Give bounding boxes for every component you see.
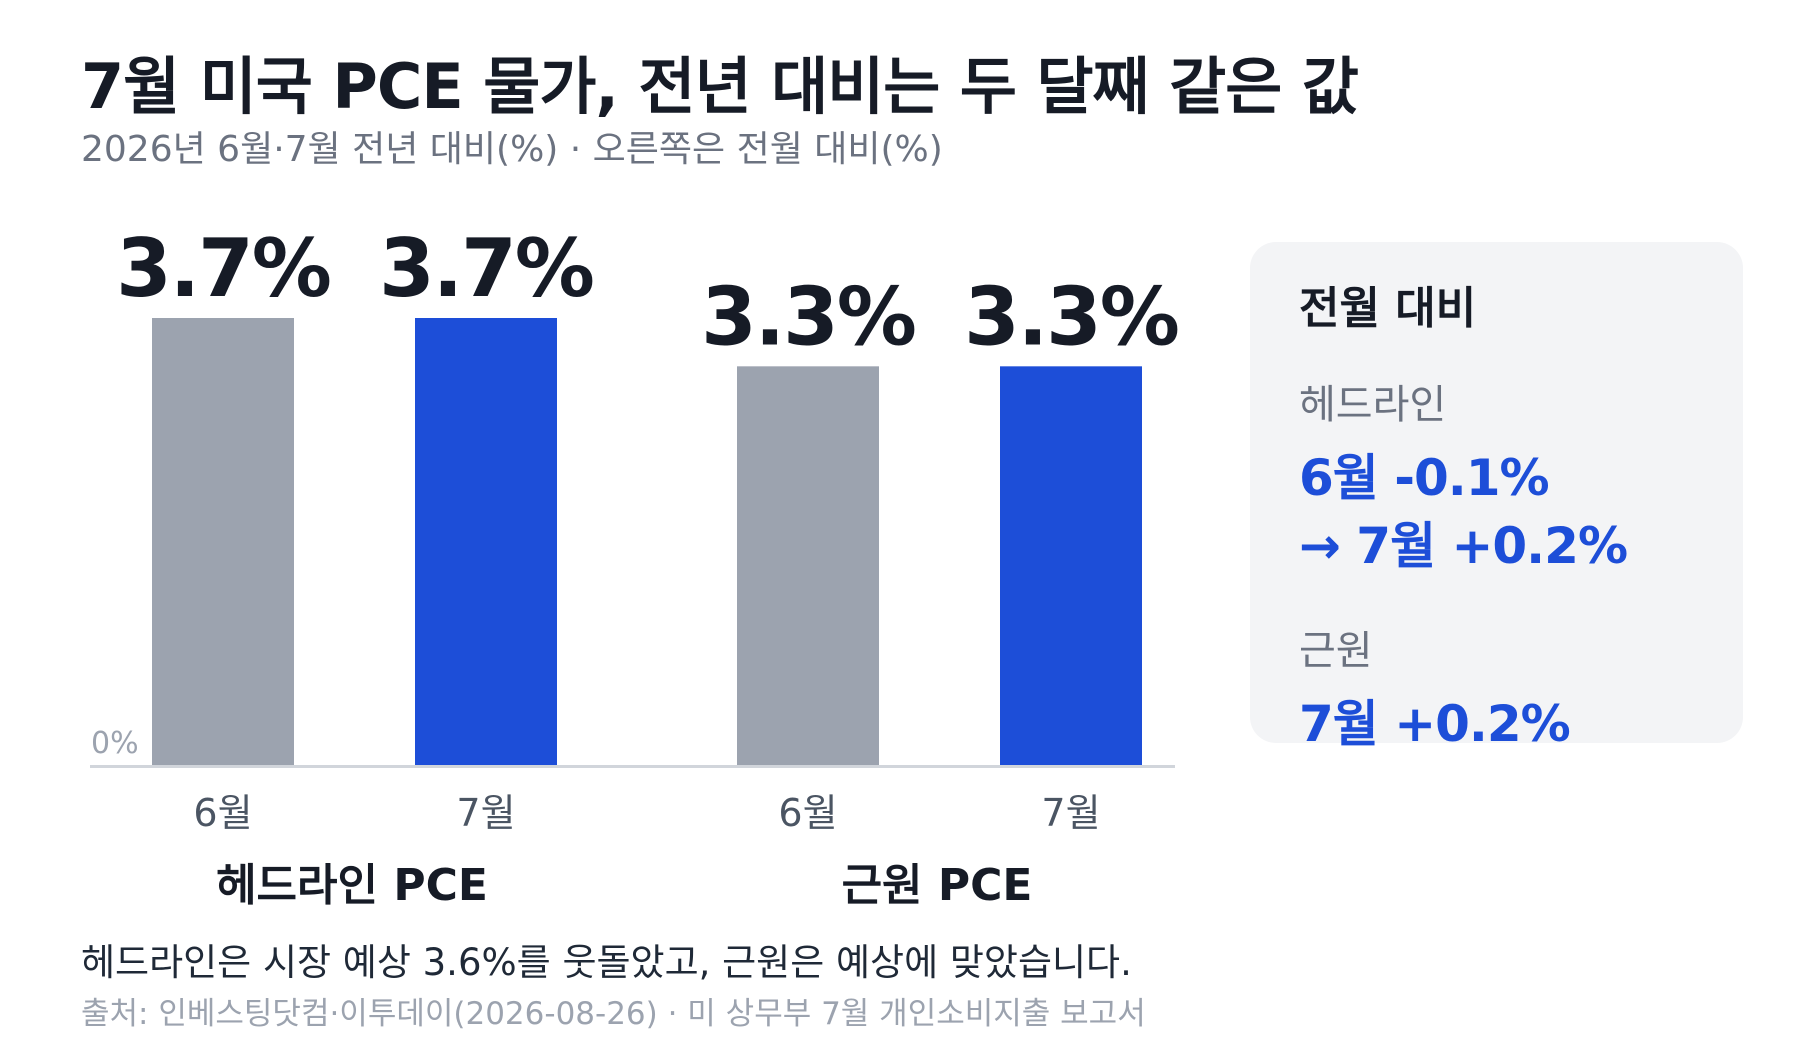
bar-g0-1 xyxy=(415,318,557,765)
x-tick-g1-0: 6월 xyxy=(778,791,837,835)
data-label-g0-1: 3.7% xyxy=(379,222,593,315)
group-label-0: 헤드라인 PCE xyxy=(216,860,488,911)
panel-headline-line2: → 7월 +0.2% xyxy=(1299,517,1628,575)
y-zero-label: 0% xyxy=(91,726,139,761)
data-label-g0-0: 3.7% xyxy=(116,222,330,315)
panel-title: 전월 대비 xyxy=(1299,283,1477,334)
footnote: 헤드라인은 시장 예상 3.6%를 웃돌았고, 근원은 예상에 맞았습니다. xyxy=(81,941,1132,984)
group-label-1: 근원 PCE xyxy=(842,860,1033,911)
page-subtitle: 2026년 6월·7월 전년 대비(%) · 오른쪽은 전월 대비(%) xyxy=(81,129,943,170)
panel-headline-line1: 6월 -0.1% xyxy=(1299,449,1550,507)
page-title: 7월 미국 PCE 물가, 전년 대비는 두 달째 같은 값 xyxy=(81,50,1359,123)
x-tick-g0-1: 7월 xyxy=(456,791,515,835)
panel-core-label: 근원 xyxy=(1299,628,1373,674)
panel-core-value: 7월 +0.2% xyxy=(1299,695,1571,753)
x-tick-g0-0: 6월 xyxy=(193,791,252,835)
mom-panel: 전월 대비 헤드라인 6월 -0.1% → 7월 +0.2% 근원 7월 +0.… xyxy=(1250,242,1743,753)
x-tick-g1-1: 7월 xyxy=(1041,791,1100,835)
panel-headline-label: 헤드라인 xyxy=(1299,382,1447,428)
bar-g1-0 xyxy=(737,366,879,765)
bar-g1-1 xyxy=(1000,366,1142,765)
data-label-g1-1: 3.3% xyxy=(964,270,1178,363)
source-line: 출처: 인베스팅닷컴·이투데이(2026-08-26) · 미 상무부 7월 개… xyxy=(81,996,1146,1032)
bar-g0-0 xyxy=(152,318,294,765)
panel-spacer xyxy=(1299,580,1743,618)
data-label-g1-0: 3.3% xyxy=(701,270,915,363)
